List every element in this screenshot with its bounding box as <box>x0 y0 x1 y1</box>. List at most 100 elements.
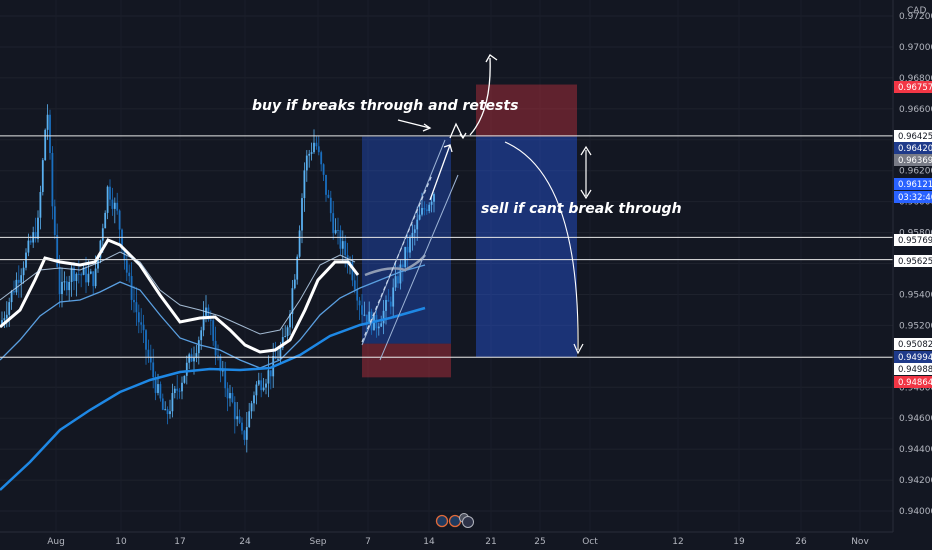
candle-body <box>238 416 241 423</box>
candle-body <box>128 272 131 277</box>
candle-body <box>269 370 272 377</box>
candle-body <box>401 264 404 268</box>
candle-body <box>106 186 109 213</box>
projection-dashed-line[interactable] <box>361 174 433 343</box>
candle-body <box>41 160 44 192</box>
candle-body <box>25 252 27 268</box>
time-tick-label: 7 <box>365 537 371 547</box>
price-tag-label: 0.94864 <box>898 378 932 388</box>
candle-body <box>411 232 414 239</box>
retest-arrow[interactable] <box>449 122 464 139</box>
candle-body <box>169 411 171 415</box>
candle-body <box>368 311 371 323</box>
trend-drawings[interactable] <box>361 54 592 361</box>
candle-body <box>147 349 150 357</box>
sell-annotation[interactable]: sell if cant break through <box>481 201 682 217</box>
candle-body <box>176 388 179 391</box>
channel-lower-line[interactable] <box>379 174 459 361</box>
time-tick-label: 17 <box>174 537 185 547</box>
price-tag-label: 0.96121 <box>898 180 932 190</box>
candle-body <box>389 301 392 307</box>
candle-body <box>82 267 85 275</box>
candle-body <box>313 142 315 153</box>
event-dividend-icon[interactable] <box>462 516 474 528</box>
candle-body <box>133 299 135 303</box>
pointer-arrow[interactable] <box>397 119 431 129</box>
buy-annotation[interactable]: buy if breaks through and retests <box>252 98 518 114</box>
short-stop-zone[interactable] <box>476 84 577 137</box>
candle-body <box>392 287 395 307</box>
candle-body <box>260 380 263 391</box>
candle-body <box>356 289 359 301</box>
candle-body <box>279 347 282 359</box>
candle-body <box>397 276 399 284</box>
candle-body <box>241 422 243 431</box>
candle-body <box>363 314 366 316</box>
ma-thick-white-line <box>0 238 360 354</box>
candle-body <box>310 152 313 154</box>
candle-body <box>298 230 301 257</box>
candle-body <box>63 281 66 283</box>
candle-body <box>248 411 251 428</box>
time-axis[interactable]: Aug 10 17 24 Sep 7 14 21 25 Oct 12 19 26 Nov <box>47 537 869 547</box>
long-stop-zone[interactable] <box>362 343 451 378</box>
candle-body <box>341 241 344 249</box>
price-tag <box>894 255 932 267</box>
short-profit-zone[interactable] <box>476 136 577 358</box>
candle-body <box>265 383 267 388</box>
price-tag-label: 0.94988 <box>898 365 932 375</box>
candle-body <box>329 197 332 214</box>
event-markers[interactable] <box>435 513 474 528</box>
breakout-arrow[interactable] <box>429 144 451 201</box>
price-tag-label: 0.96420 <box>898 144 932 154</box>
candle-body <box>3 318 6 321</box>
upside-target-arrow[interactable] <box>469 57 491 136</box>
price-tag <box>894 376 932 388</box>
candle-body <box>322 164 325 175</box>
candle-body <box>380 323 383 327</box>
candle-body <box>387 300 390 302</box>
candle-body <box>125 260 128 273</box>
event-flag-icon[interactable] <box>448 514 462 528</box>
event-flag-icon[interactable] <box>435 514 449 528</box>
time-tick-label: 25 <box>534 537 545 547</box>
candle-body <box>418 214 421 220</box>
candle-body <box>409 238 411 253</box>
horizontal-levels[interactable] <box>0 135 893 358</box>
candle-body <box>154 377 157 393</box>
candle-body <box>413 229 416 233</box>
candle-body <box>118 210 121 230</box>
candle-body <box>166 409 169 415</box>
candle-body <box>202 315 205 331</box>
candle-body <box>382 310 385 324</box>
candle-body <box>149 356 152 363</box>
candle-body <box>188 354 191 363</box>
price-tag-label: 0.95625 <box>898 257 932 267</box>
candle-body <box>221 370 224 372</box>
candle-body <box>243 430 246 440</box>
time-tick-label: Aug <box>47 537 65 547</box>
candle-body <box>277 358 279 360</box>
candle-body <box>10 291 13 303</box>
candle-body <box>219 356 222 372</box>
candle-body <box>75 273 78 282</box>
upside-arrowhead <box>485 54 498 63</box>
candle-body <box>262 387 265 391</box>
candle-body <box>92 271 95 287</box>
candle-body <box>34 232 37 239</box>
candle-body <box>425 209 428 211</box>
candle-body <box>68 281 71 291</box>
candle-body <box>94 268 97 287</box>
candle-body <box>245 427 248 440</box>
candle-body <box>394 276 397 288</box>
candle-body <box>332 213 335 234</box>
candle-body <box>315 142 318 147</box>
downside-curve-arrow[interactable] <box>504 141 579 351</box>
candle-body <box>281 337 284 348</box>
candle-body <box>289 313 291 328</box>
candle-body <box>286 327 289 337</box>
